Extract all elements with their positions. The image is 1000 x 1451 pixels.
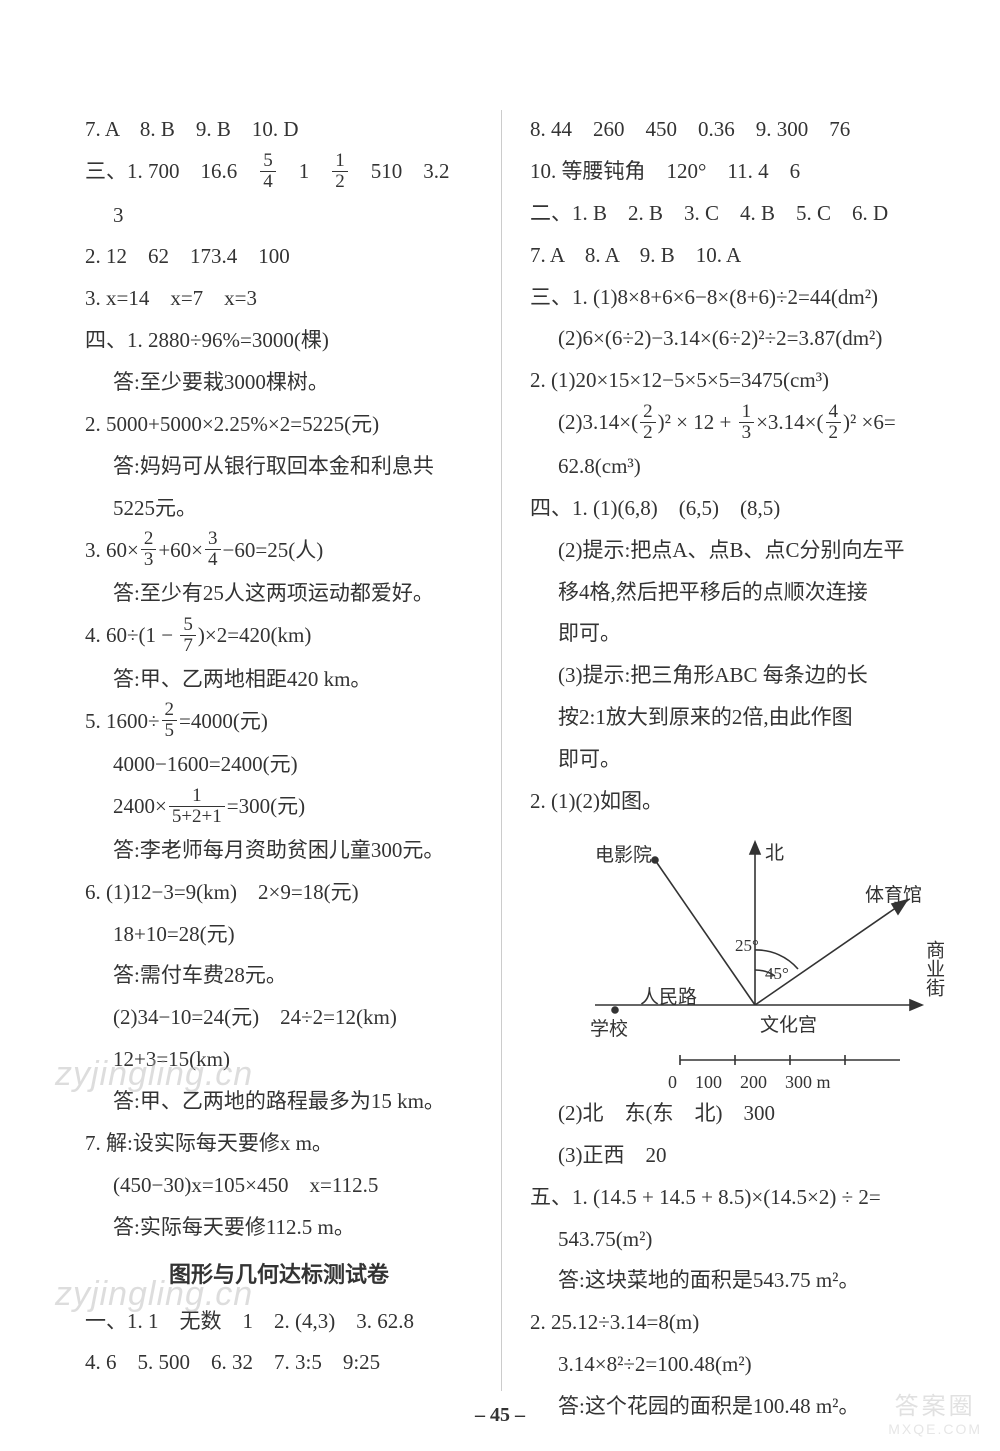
text-line: (3)提示:把三角形ABC 每条边的长 xyxy=(530,656,940,696)
text: )² × 12 + xyxy=(658,410,737,434)
page-number: – 45 – xyxy=(0,1404,1000,1427)
text-line: 2. (1)20×15×12−5×5×5=3475(cm³) xyxy=(530,361,940,401)
label-25: 25° xyxy=(735,930,759,962)
label-gym: 体育馆 xyxy=(865,878,922,914)
text: −60=25(人) xyxy=(223,538,324,562)
text-line: 7. A 8. A 9. B 10. A xyxy=(530,236,940,276)
text: 5. 1600÷ xyxy=(85,709,160,733)
text: =4000(元) xyxy=(179,709,268,733)
label-45: 45° xyxy=(765,958,789,990)
text-line: 7. A 8. B 9. B 10. D xyxy=(85,110,473,150)
text-line: 答:妈妈可从银行取回本金和利息共 xyxy=(85,447,473,487)
direction-diagram: 电影院 北 体育馆 商业街 人民路 学校 文化宫 25° 45° 0 100 2… xyxy=(560,830,940,1090)
text-line: 2. 12 62 173.4 100 xyxy=(85,237,473,277)
text-line: 按2:1放大到原来的2倍,由此作图 xyxy=(530,698,940,738)
text: )×2=420(km) xyxy=(198,623,312,647)
text: )² ×6= xyxy=(843,410,896,434)
text-line: 答:需付车费28元。 xyxy=(85,956,473,996)
text-line: 62.8(cm³) xyxy=(530,447,940,487)
left-column: 7. A 8. B 9. B 10. D 三、1. 700 16.6 54 1 … xyxy=(85,110,501,1391)
right-column: 8. 44 260 450 0.36 9. 300 76 10. 等腰钝角 12… xyxy=(502,110,940,1391)
text-line: 答:甲、乙两地的路程最多为15 km。 xyxy=(85,1082,473,1122)
text-line: 3. 60×23+60×34−60=25(人) xyxy=(85,531,473,573)
text-line: 即可。 xyxy=(530,740,940,780)
text-line: 二、1. B 2. B 3. C 4. B 5. C 6. D xyxy=(530,194,940,234)
fraction: 54 xyxy=(260,151,276,192)
text-line: 答:这块菜地的面积是543.75 m²。 xyxy=(530,1261,940,1301)
text: 510 3.2 xyxy=(350,159,450,183)
text-line: 移4格,然后把平移后的点顺次连接 xyxy=(530,573,940,613)
label-north: 北 xyxy=(765,836,784,872)
fraction: 13 xyxy=(739,402,755,443)
text: 4. 60÷(1 − xyxy=(85,623,178,647)
text-line: 2. 5000+5000×2.25%×2=5225(元) xyxy=(85,405,473,445)
text-line: 5. 1600÷25=4000(元) xyxy=(85,702,473,744)
text-line: 4. 60÷(1 − 57)×2=420(km) xyxy=(85,616,473,658)
label-renmin: 人民路 xyxy=(640,980,697,1016)
text-line: 543.75(m²) xyxy=(530,1220,940,1260)
text-line: (2)6×(6÷2)−3.14×(6÷2)²÷2=3.87(dm²) xyxy=(530,319,940,359)
text-line: 4. 6 5. 500 6. 32 7. 3:5 9:25 xyxy=(85,1343,473,1383)
text-line: 2. 25.12÷3.14=8(m) xyxy=(530,1303,940,1343)
text-line: 答:至少要栽3000棵树。 xyxy=(85,363,473,403)
text: 三、1. 700 16.6 xyxy=(85,159,258,183)
text-line: (2)提示:把点A、点B、点C分别向左平 xyxy=(530,531,940,571)
fraction: 15+2+1 xyxy=(169,786,225,827)
text-line: 答:甲、乙两地相距420 km。 xyxy=(85,660,473,700)
text-line: 5225元。 xyxy=(85,489,473,529)
fraction: 34 xyxy=(205,529,221,570)
text-line: (2)34−10=24(元) 24÷2=12(km) xyxy=(85,998,473,1038)
text-line: 答:李老师每月资助贫困儿童300元。 xyxy=(85,831,473,871)
text-line: 答:实际每天要修112.5 m。 xyxy=(85,1208,473,1248)
text-line: 五、1. (14.5 + 14.5 + 8.5)×(14.5×2) ÷ 2= xyxy=(530,1178,940,1218)
fraction: 42 xyxy=(826,402,842,443)
text-line: (2)北 东(东 北) 300 xyxy=(530,1094,940,1134)
label-shopping: 商业街 xyxy=(915,940,951,997)
text-line: (2)3.14×(22)² × 12 + 13×3.14×(42)² ×6= xyxy=(530,403,940,445)
text-line: 答:至少有25人这两项运动都爱好。 xyxy=(85,574,473,614)
fraction: 23 xyxy=(141,529,157,570)
text-line: 三、1. 700 16.6 54 1 12 510 3.2 xyxy=(85,152,473,194)
text: (2)3.14×( xyxy=(558,410,638,434)
text: +60× xyxy=(158,538,203,562)
label-scale: 0 100 200 300 m xyxy=(668,1065,831,1099)
label-school: 学校 xyxy=(590,1012,628,1048)
text-line: 10. 等腰钝角 120° 11. 4 6 xyxy=(530,152,940,192)
label-cinema: 电影院 xyxy=(595,838,652,874)
fraction: 22 xyxy=(640,402,656,443)
text-line: (450−30)x=105×450 x=112.5 xyxy=(85,1166,473,1206)
text-line: 2. (1)(2)如图。 xyxy=(530,782,940,822)
text-line: 8. 44 260 450 0.36 9. 300 76 xyxy=(530,110,940,150)
fraction: 12 xyxy=(332,151,348,192)
fraction: 25 xyxy=(162,700,178,741)
text-line: 2400×15+2+1=300(元) xyxy=(85,787,473,829)
text-line: 四、1. 2880÷96%=3000(棵) xyxy=(85,321,473,361)
text-line: 6. (1)12−3=9(km) 2×9=18(元) xyxy=(85,873,473,913)
text-line: 7. 解:设实际每天要修x m。 xyxy=(85,1124,473,1164)
text-line: 四、1. (1)(6,8) (6,5) (8,5) xyxy=(530,489,940,529)
text: 2400× xyxy=(113,794,167,818)
section-title: 图形与几何达标测试卷 xyxy=(85,1254,473,1296)
text: 1 xyxy=(278,159,331,183)
label-palace: 文化宫 xyxy=(760,1008,817,1044)
text-line: 一、1. 1 无数 1 2. (4,3) 3. 62.8 xyxy=(85,1302,473,1342)
text-line: 三、1. (1)8×8+6×6−8×(8+6)÷2=44(dm²) xyxy=(530,278,940,318)
fraction: 57 xyxy=(180,615,196,656)
text: ×3.14×( xyxy=(756,410,823,434)
text-line: (3)正西 20 xyxy=(530,1136,940,1176)
text-line: 18+10=28(元) xyxy=(85,915,473,955)
text: =300(元) xyxy=(227,794,305,818)
text-line: 3 xyxy=(85,196,473,236)
text-line: 3.14×8²÷2=100.48(m²) xyxy=(530,1345,940,1385)
text-line: 4000−1600=2400(元) xyxy=(85,745,473,785)
text: 3. 60× xyxy=(85,538,139,562)
text-line: 3. x=14 x=7 x=3 xyxy=(85,279,473,319)
text-line: 12+3=15(km) xyxy=(85,1040,473,1080)
text-line: 即可。 xyxy=(530,614,940,654)
